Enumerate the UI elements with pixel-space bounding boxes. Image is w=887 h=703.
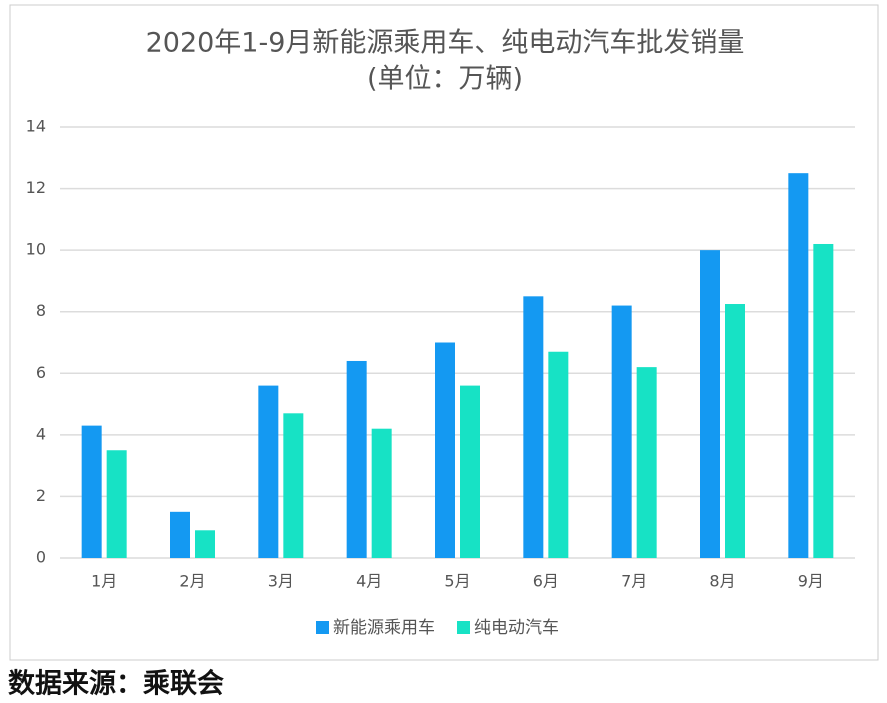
bar [371,428,392,558]
y-tick-label: 14 [26,117,46,136]
legend-label: 新能源乘用车 [333,618,435,638]
x-tick-label: 8月 [709,572,735,591]
chart-subtitle: (单位：万辆) [367,64,523,95]
x-tick-label: 1月 [91,572,117,591]
bar [346,360,367,558]
bar [700,250,720,558]
bar [813,243,834,558]
x-tick-label: 6月 [533,572,559,591]
bar [258,385,279,558]
x-tick-label: 3月 [268,572,294,591]
x-tick-label: 9月 [798,572,824,591]
x-tick-label: 7月 [621,572,647,591]
bar [435,342,455,558]
y-tick-label: 2 [36,486,46,505]
bar [170,511,190,558]
bar [523,296,544,558]
x-tick-label: 4月 [356,572,382,591]
x-tick-label: 5月 [444,572,470,591]
chart-frame [9,4,879,661]
legend-swatch [457,621,470,634]
y-tick-label: 6 [36,363,46,382]
bar [725,304,745,558]
bar [636,367,657,558]
y-tick-label: 0 [36,548,46,567]
bar [548,351,569,558]
source-note: 数据来源：乘联会 [8,669,224,700]
bar [283,413,304,558]
bar [195,530,215,558]
bar [81,425,102,558]
y-tick-label: 12 [26,178,46,197]
x-tick-label: 2月 [179,572,205,591]
bar [460,385,480,558]
legend-label: 纯电动汽车 [474,618,559,638]
chart-title: 2020年1-9月新能源乘用车、纯电动汽车批发销量 [146,28,745,59]
bar [611,305,632,558]
legend-swatch [316,621,329,634]
y-tick-label: 4 [36,424,46,443]
bar [106,450,127,558]
y-tick-label: 10 [26,240,46,259]
bar [788,173,809,558]
y-tick-label: 8 [36,301,46,320]
